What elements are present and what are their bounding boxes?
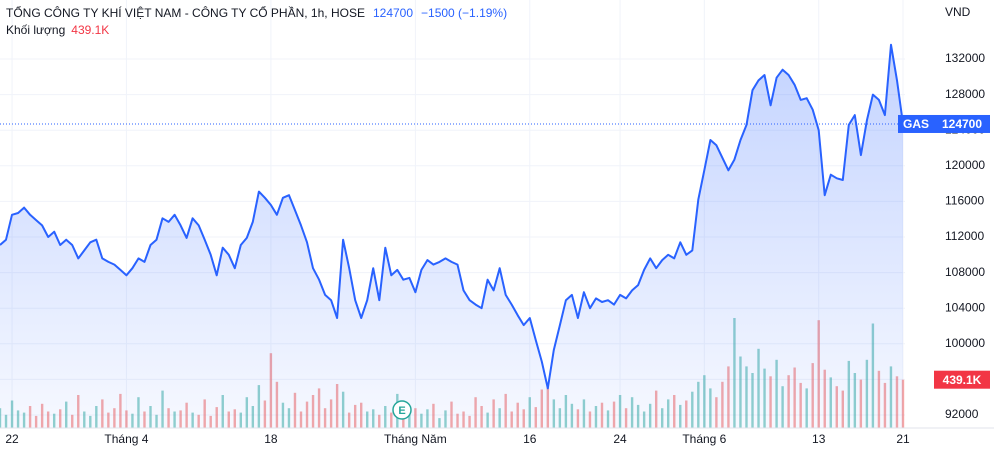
chart-title: TỔNG CÔNG TY KHÍ VIỆT NAM - CÔNG TY CỔ P… bbox=[6, 5, 365, 20]
currency: VND bbox=[945, 5, 971, 19]
y-tick-label: 128000 bbox=[945, 87, 985, 101]
price-layer bbox=[0, 43, 904, 428]
volume-badge bbox=[934, 370, 990, 389]
x-tick-label: 16 bbox=[523, 432, 537, 446]
y-tick-label: 108000 bbox=[945, 265, 985, 279]
price-label: 124700 bbox=[942, 117, 982, 131]
y-tick-label: 132000 bbox=[945, 51, 985, 65]
y-tick-label: 92000 bbox=[945, 407, 979, 421]
last-price: 124700 bbox=[373, 6, 413, 20]
y-tick-label: 104000 bbox=[945, 300, 985, 314]
axes: 9200096000100000104000108000112000116000… bbox=[0, 51, 994, 446]
y-tick-label: 116000 bbox=[945, 194, 984, 208]
x-tick-label: 18 bbox=[264, 432, 278, 446]
x-tick-label: Tháng Năm bbox=[384, 432, 447, 446]
x-tick-label: Tháng 6 bbox=[682, 432, 726, 446]
x-tick-label: 22 bbox=[5, 432, 19, 446]
x-tick-label: 24 bbox=[613, 432, 627, 446]
price-badge bbox=[934, 114, 990, 133]
price-line bbox=[0, 43, 904, 390]
event-marker-label: E bbox=[398, 405, 405, 417]
symbol-badge bbox=[898, 114, 934, 133]
y-tick-label: 100000 bbox=[945, 336, 985, 350]
volume-last: 439.1K bbox=[71, 23, 109, 37]
price-area bbox=[0, 44, 903, 428]
x-tick-label: Tháng 4 bbox=[104, 432, 148, 446]
y-tick-label: 120000 bbox=[945, 158, 985, 172]
x-tick-label: 21 bbox=[896, 432, 910, 446]
volume-label: 439.1K bbox=[943, 373, 982, 387]
symbol-label: GAS bbox=[903, 117, 929, 131]
event-marker bbox=[392, 400, 412, 420]
volume-title: Khối lượng bbox=[6, 23, 65, 37]
y-tick-label: 112000 bbox=[945, 229, 984, 243]
price-change: −1500 (−1.19%) bbox=[421, 6, 507, 20]
x-tick-label: 13 bbox=[812, 432, 826, 446]
